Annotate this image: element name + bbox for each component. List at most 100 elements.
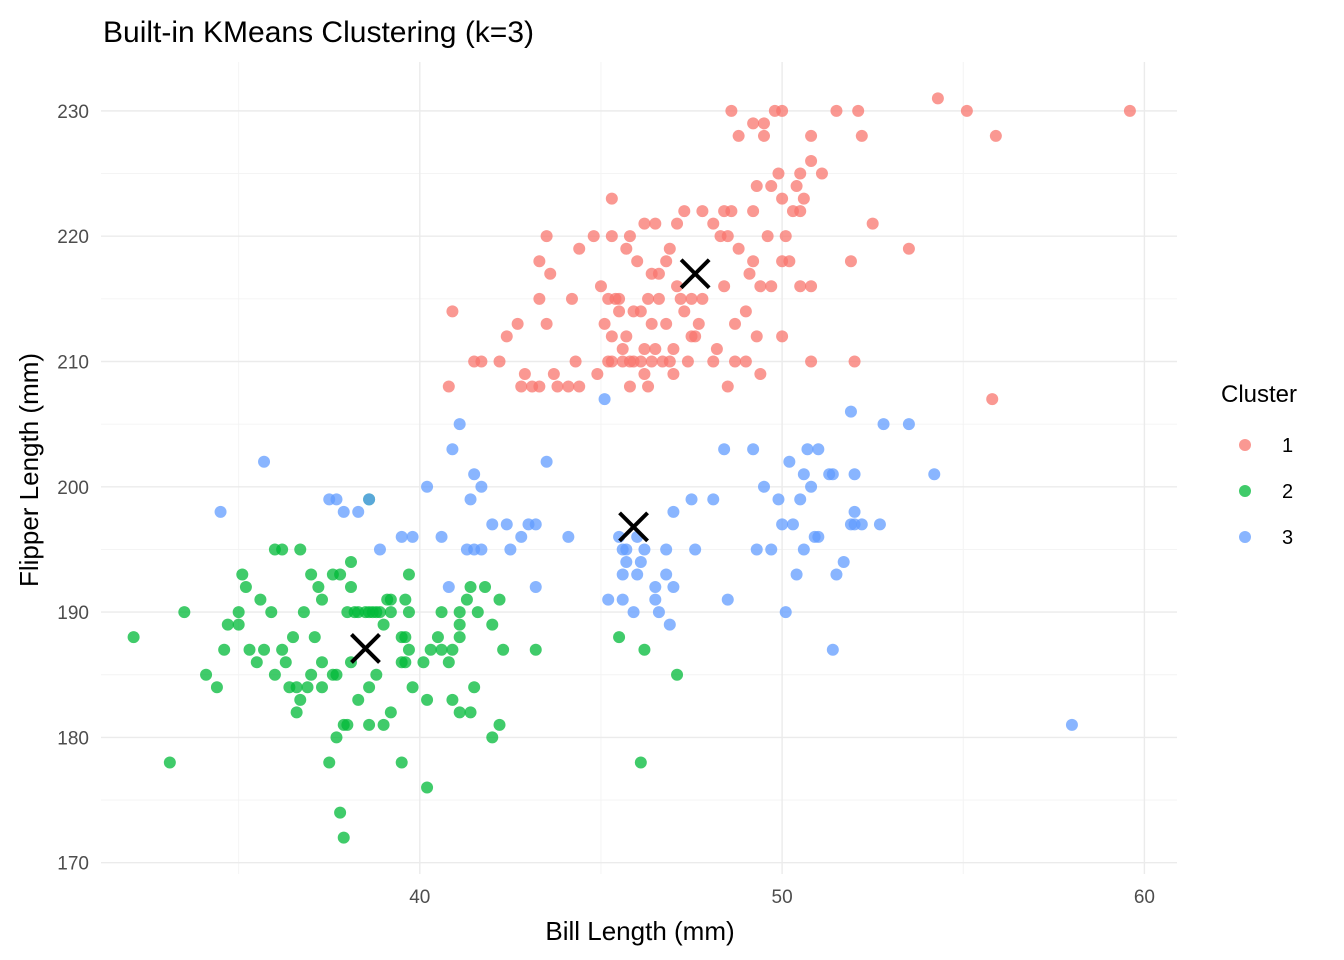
point-cluster-2 bbox=[287, 631, 300, 644]
point-cluster-2 bbox=[218, 643, 231, 656]
centroid-markers bbox=[350, 258, 711, 664]
point-cluster-1 bbox=[765, 280, 778, 293]
point-cluster-2 bbox=[468, 681, 481, 694]
point-cluster-1 bbox=[732, 242, 745, 255]
point-cluster-2 bbox=[265, 606, 278, 619]
point-cluster-2 bbox=[344, 555, 357, 568]
point-cluster-1 bbox=[707, 217, 720, 230]
point-cluster-2 bbox=[258, 643, 271, 656]
point-cluster-3 bbox=[747, 443, 760, 456]
point-cluster-3 bbox=[776, 518, 789, 531]
point-cluster-1 bbox=[750, 330, 763, 343]
data-points bbox=[127, 92, 1136, 844]
grid bbox=[101, 62, 1177, 874]
point-cluster-3 bbox=[504, 543, 517, 556]
point-cluster-1 bbox=[739, 355, 752, 368]
point-cluster-1 bbox=[634, 355, 647, 368]
point-cluster-1 bbox=[671, 217, 684, 230]
point-cluster-1 bbox=[446, 305, 459, 318]
point-cluster-3 bbox=[750, 543, 763, 556]
point-cluster-2 bbox=[239, 581, 252, 594]
point-cluster-3 bbox=[468, 468, 481, 481]
point-cluster-1 bbox=[776, 104, 789, 117]
point-cluster-1 bbox=[667, 342, 680, 355]
point-cluster-1 bbox=[569, 355, 582, 368]
point-cluster-1 bbox=[660, 317, 673, 330]
point-cluster-3 bbox=[757, 480, 770, 493]
x-tick-label: 60 bbox=[1134, 887, 1155, 908]
point-cluster-1 bbox=[797, 192, 810, 205]
point-cluster-1 bbox=[645, 317, 658, 330]
point-cluster-2 bbox=[384, 606, 397, 619]
point-cluster-1 bbox=[725, 104, 738, 117]
point-cluster-3 bbox=[529, 581, 542, 594]
point-cluster-2 bbox=[250, 656, 263, 669]
point-cluster-3 bbox=[602, 593, 615, 606]
point-cluster-3 bbox=[464, 493, 477, 506]
y-tick-label: 230 bbox=[57, 102, 89, 123]
centroid-x-stroke bbox=[618, 511, 649, 543]
point-cluster-3 bbox=[812, 443, 825, 456]
point-cluster-1 bbox=[631, 255, 644, 268]
point-cluster-2 bbox=[395, 656, 408, 669]
point-cluster-1 bbox=[551, 380, 564, 393]
x-tick-label: 40 bbox=[409, 887, 430, 908]
point-cluster-3 bbox=[790, 568, 803, 581]
point-cluster-1 bbox=[696, 292, 709, 305]
point-cluster-2 bbox=[486, 731, 499, 744]
point-cluster-1 bbox=[638, 217, 651, 230]
point-cluster-2 bbox=[634, 756, 647, 769]
point-cluster-1 bbox=[794, 205, 807, 218]
point-cluster-3 bbox=[442, 581, 455, 594]
point-cluster-3 bbox=[667, 581, 680, 594]
point-cluster-1 bbox=[678, 205, 691, 218]
point-cluster-2 bbox=[276, 643, 289, 656]
point-cluster-2 bbox=[210, 681, 223, 694]
point-cluster-1 bbox=[794, 280, 807, 293]
point-cluster-2 bbox=[337, 831, 350, 844]
y-tick-label: 190 bbox=[57, 603, 89, 624]
point-cluster-3 bbox=[707, 493, 720, 506]
point-cluster-2 bbox=[406, 681, 419, 694]
point-cluster-1 bbox=[518, 368, 531, 381]
point-cluster-1 bbox=[732, 129, 745, 142]
point-cluster-3 bbox=[667, 505, 680, 518]
point-cluster-2 bbox=[493, 593, 506, 606]
point-cluster-3 bbox=[649, 581, 662, 594]
point-cluster-1 bbox=[649, 342, 662, 355]
point-cluster-1 bbox=[1123, 104, 1136, 117]
point-cluster-3 bbox=[786, 518, 799, 531]
legend-label-3: 3 bbox=[1282, 527, 1293, 549]
point-cluster-1 bbox=[605, 230, 618, 243]
point-cluster-1 bbox=[844, 255, 857, 268]
point-cluster-1 bbox=[855, 129, 868, 142]
point-cluster-1 bbox=[772, 167, 785, 180]
point-cluster-1 bbox=[776, 330, 789, 343]
point-cluster-2 bbox=[613, 631, 626, 644]
point-cluster-2 bbox=[479, 581, 492, 594]
point-cluster-1 bbox=[776, 192, 789, 205]
point-cluster-3 bbox=[475, 480, 488, 493]
point-cluster-1 bbox=[743, 267, 756, 280]
point-cluster-3 bbox=[873, 518, 886, 531]
point-cluster-3 bbox=[421, 480, 434, 493]
point-cluster-1 bbox=[729, 317, 742, 330]
point-cluster-1 bbox=[805, 129, 818, 142]
point-cluster-2 bbox=[315, 681, 328, 694]
point-cluster-2 bbox=[254, 593, 267, 606]
point-cluster-3 bbox=[616, 593, 629, 606]
point-cluster-1 bbox=[747, 117, 760, 130]
point-cluster-2 bbox=[127, 631, 140, 644]
point-cluster-2 bbox=[493, 718, 506, 731]
point-cluster-1 bbox=[754, 280, 767, 293]
point-cluster-1 bbox=[685, 292, 698, 305]
point-cluster-1 bbox=[468, 355, 481, 368]
point-cluster-3 bbox=[812, 530, 825, 543]
centroid-1 bbox=[679, 258, 711, 290]
point-cluster-1 bbox=[805, 154, 818, 167]
point-cluster-1 bbox=[750, 180, 763, 193]
point-cluster-1 bbox=[562, 380, 575, 393]
point-cluster-2 bbox=[326, 568, 339, 581]
point-cluster-2 bbox=[435, 643, 448, 656]
point-cluster-2 bbox=[290, 681, 303, 694]
